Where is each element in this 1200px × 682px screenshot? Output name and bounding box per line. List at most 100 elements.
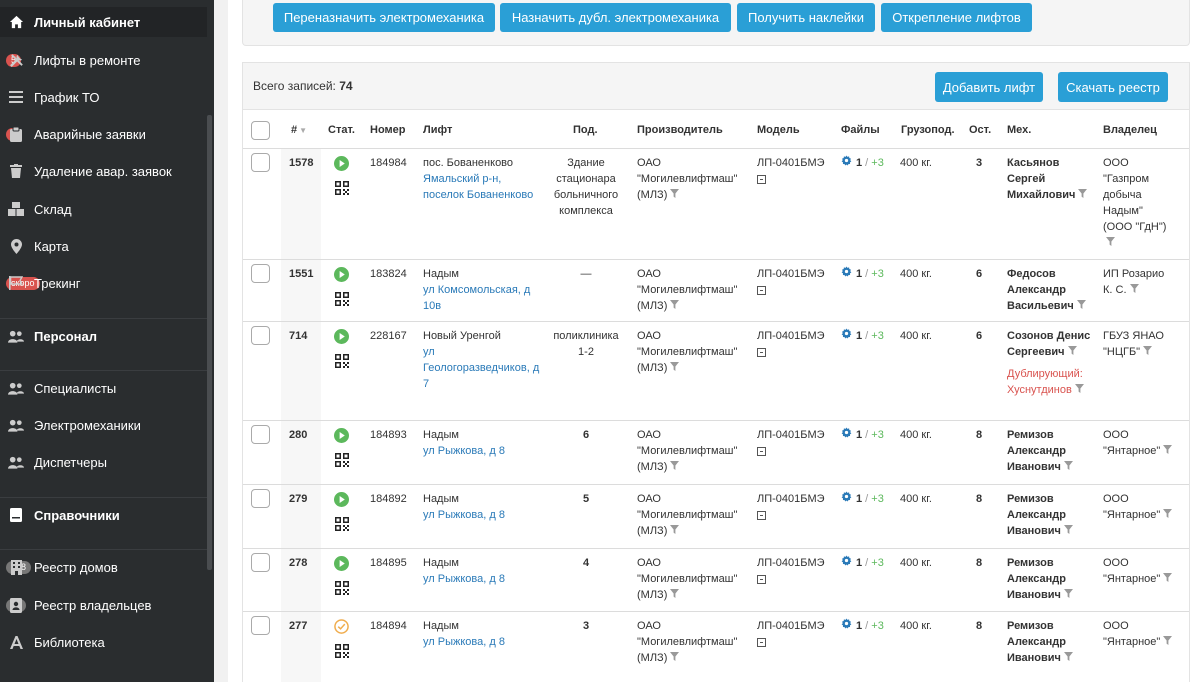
lift-id[interactable]: 278: [289, 557, 308, 569]
sidebar-item-0[interactable]: Личный кабинет: [0, 7, 207, 37]
download-registry-button[interactable]: Скачать реестр: [1058, 72, 1168, 102]
lift-address-link[interactable]: ул Рыжкова, д 8: [423, 509, 505, 521]
lift-id[interactable]: 1551: [289, 268, 314, 280]
row-checkbox[interactable]: [251, 326, 270, 345]
model-expand-icon[interactable]: [757, 571, 837, 587]
sidebar-scrollbar[interactable]: [207, 115, 212, 570]
filter-icon[interactable]: [1078, 187, 1088, 203]
row-checkbox[interactable]: [251, 425, 270, 444]
qr-code-icon[interactable]: [335, 453, 349, 467]
filter-icon[interactable]: [1076, 298, 1086, 314]
status-check-icon[interactable]: [334, 619, 349, 634]
model-expand-icon[interactable]: [757, 634, 837, 650]
mechanic-name[interactable]: Касьянов Сергей Михайлович: [1007, 157, 1076, 201]
mechanic-name[interactable]: Созонов Денис Сергеевич: [1007, 330, 1091, 358]
sidebar-item-6[interactable]: Карта: [0, 231, 207, 261]
lift-address-link[interactable]: ул Рыжкова, д 8: [423, 573, 505, 585]
lift-files[interactable]: 1 / +3: [841, 491, 884, 507]
sidebar-item-5[interactable]: Склад: [0, 194, 207, 224]
sidebar-item-8[interactable]: Персонал: [0, 321, 207, 351]
filter-icon[interactable]: [670, 523, 680, 539]
sidebar-item-15[interactable]: Библиотека: [0, 627, 207, 657]
detach-lifts-button[interactable]: Открепление лифтов: [881, 3, 1032, 32]
sidebar-item-9[interactable]: Специалисты: [0, 373, 207, 403]
select-all-checkbox[interactable]: [251, 121, 270, 140]
lift-id[interactable]: 714: [289, 330, 308, 342]
filter-icon[interactable]: [670, 298, 680, 314]
status-play-icon[interactable]: [334, 492, 349, 507]
lift-address-link[interactable]: ул Рыжкова, д 8: [423, 445, 505, 457]
sidebar-item-2[interactable]: График ТО: [0, 82, 207, 112]
add-lift-button[interactable]: Добавить лифт: [935, 72, 1043, 102]
row-checkbox[interactable]: [251, 264, 270, 283]
filter-icon[interactable]: [1074, 382, 1084, 398]
model-expand-icon[interactable]: [757, 171, 837, 187]
status-play-icon[interactable]: [334, 156, 349, 171]
lift-files[interactable]: 1 / +3: [841, 328, 884, 344]
row-checkbox[interactable]: [251, 153, 270, 172]
filter-icon[interactable]: [1143, 344, 1153, 360]
lift-files[interactable]: 1 / +3: [841, 427, 884, 443]
sidebar-item-14[interactable]: Реестр владельцев58: [0, 590, 207, 620]
filter-icon[interactable]: [670, 587, 680, 603]
lift-files[interactable]: 1 / +3: [841, 155, 884, 171]
lift-files[interactable]: 1 / +3: [841, 266, 884, 282]
filter-icon[interactable]: [670, 187, 680, 203]
lift-address-link[interactable]: Ямальский р-н, поселок Бованенково: [423, 173, 534, 201]
filter-icon[interactable]: [1063, 459, 1073, 475]
lift-id[interactable]: 277: [289, 620, 308, 632]
mechanic-name[interactable]: Ремизов Александр Иванович: [1007, 429, 1066, 473]
reassign-mechanic-button[interactable]: Переназначить электромеханика: [273, 3, 495, 32]
filter-icon[interactable]: [1067, 344, 1077, 360]
sidebar-item-13[interactable]: Реестр домов158: [0, 552, 207, 582]
model-expand-icon[interactable]: [757, 443, 837, 459]
filter-icon[interactable]: [1129, 282, 1139, 298]
assign-dup-mechanic-button[interactable]: Назначить дубл. электромеханика: [500, 3, 731, 32]
lift-id[interactable]: 1578: [289, 157, 314, 169]
status-play-icon[interactable]: [334, 556, 349, 571]
lift-address-link[interactable]: ул Рыжкова, д 8: [423, 636, 505, 648]
filter-icon[interactable]: [1106, 235, 1115, 251]
sidebar-item-4[interactable]: Удаление авар. заявок: [0, 156, 207, 186]
sidebar-item-7[interactable]: Трекинг скоро: [0, 268, 207, 298]
sidebar-item-3[interactable]: Аварийные заявки9: [0, 119, 207, 149]
status-play-icon[interactable]: [334, 267, 349, 282]
sidebar-item-1[interactable]: Лифты в ремонте 5: [0, 45, 207, 75]
duplicate-mechanic-text[interactable]: Дублирующий: Хуснутдинов: [1007, 368, 1083, 397]
sidebar-item-11[interactable]: Диспетчеры: [0, 447, 207, 477]
sidebar-item-10[interactable]: Электромеханики: [0, 410, 207, 440]
lift-id[interactable]: 280: [289, 429, 308, 441]
filter-icon[interactable]: [670, 360, 680, 376]
col-header-num[interactable]: # ▼: [291, 124, 308, 136]
model-expand-icon[interactable]: [757, 282, 837, 298]
model-expand-icon[interactable]: [757, 507, 837, 523]
filter-icon[interactable]: [670, 459, 680, 475]
qr-code-icon[interactable]: [335, 517, 349, 531]
get-stickers-button[interactable]: Получить наклейки: [737, 3, 875, 32]
model-expand-icon[interactable]: [757, 344, 837, 360]
lift-address-link[interactable]: ул Геологоразведчиков, д 7: [423, 346, 540, 390]
filter-icon[interactable]: [1163, 634, 1173, 650]
filter-icon[interactable]: [670, 650, 680, 666]
filter-icon[interactable]: [1163, 571, 1173, 587]
mechanic-name[interactable]: Ремизов Александр Иванович: [1007, 493, 1066, 537]
lift-files[interactable]: 1 / +3: [841, 555, 884, 571]
row-checkbox[interactable]: [251, 553, 270, 572]
lift-address-link[interactable]: ул Комсомольская, д 10в: [423, 284, 531, 312]
qr-code-icon[interactable]: [335, 292, 349, 306]
sidebar-item-12[interactable]: Справочники: [0, 500, 207, 530]
lift-id[interactable]: 279: [289, 493, 308, 505]
qr-code-icon[interactable]: [335, 644, 349, 658]
filter-icon[interactable]: [1163, 443, 1173, 459]
mechanic-name[interactable]: Ремизов Александр Иванович: [1007, 620, 1066, 664]
qr-code-icon[interactable]: [335, 181, 349, 195]
row-checkbox[interactable]: [251, 489, 270, 508]
qr-code-icon[interactable]: [335, 354, 349, 368]
mechanic-name[interactable]: Федосов Александр Васильевич: [1007, 268, 1074, 312]
mechanic-name[interactable]: Ремизов Александр Иванович: [1007, 557, 1066, 601]
filter-icon[interactable]: [1063, 587, 1073, 603]
filter-icon[interactable]: [1163, 507, 1173, 523]
lift-files[interactable]: 1 / +3: [841, 618, 884, 634]
filter-icon[interactable]: [1063, 650, 1073, 666]
filter-icon[interactable]: [1063, 523, 1073, 539]
